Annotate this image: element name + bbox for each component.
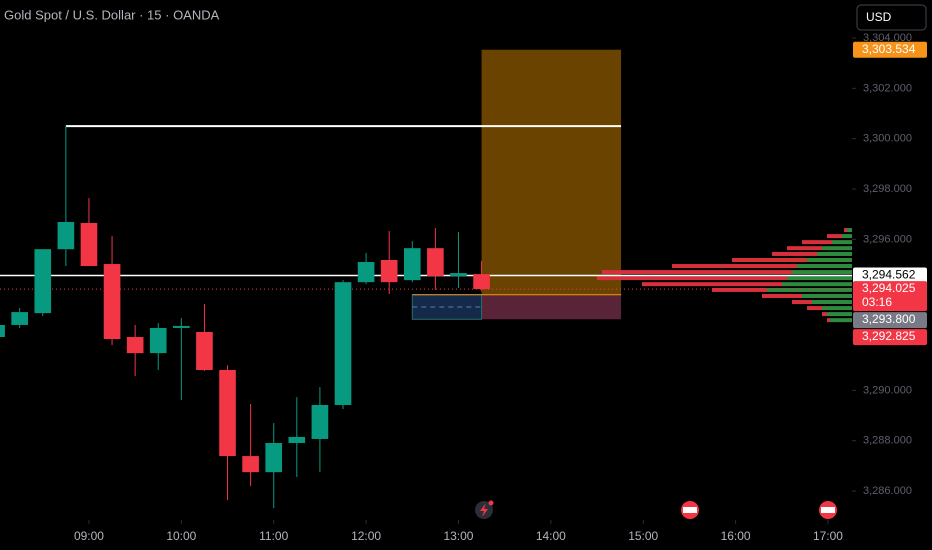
candle-body bbox=[126, 337, 144, 354]
volume-down bbox=[827, 234, 842, 239]
y-tick-label: 3,302.000 bbox=[863, 82, 912, 94]
candle-body bbox=[242, 456, 259, 473]
volume-down bbox=[732, 258, 807, 262]
price-label: 3,303.534 bbox=[862, 42, 916, 56]
currency-button[interactable] bbox=[856, 4, 927, 31]
candle-body bbox=[196, 331, 213, 370]
y-tick-label: 3,298.000 bbox=[863, 183, 912, 195]
price-label: 3,293.800 bbox=[862, 312, 916, 326]
flag-stripe bbox=[821, 507, 835, 513]
candle-body bbox=[173, 325, 190, 328]
y-tick-label: 3,288.000 bbox=[863, 435, 912, 447]
candle-body bbox=[427, 248, 444, 277]
x-tick-label: 14:00 bbox=[536, 529, 566, 543]
volume-up bbox=[822, 306, 852, 311]
event-icon-bolt bbox=[480, 503, 488, 517]
volume-up bbox=[827, 312, 852, 317]
volume-up bbox=[797, 264, 852, 269]
volume-up bbox=[842, 234, 852, 239]
price-label: 3,294.025 bbox=[862, 281, 916, 295]
chart-title: Gold Spot / U.S. Dollar · 15 · OANDA bbox=[4, 7, 220, 22]
volume-up bbox=[817, 251, 852, 256]
volume-up bbox=[822, 246, 852, 251]
currency-label[interactable]: USD bbox=[866, 10, 892, 24]
volume-down bbox=[822, 312, 827, 317]
event-icons bbox=[475, 500, 837, 519]
flag-stripe bbox=[683, 507, 697, 513]
candle-body bbox=[0, 324, 5, 338]
candle-body bbox=[450, 273, 467, 277]
y-tick-label: 3,300.000 bbox=[863, 133, 912, 145]
volume-up bbox=[767, 287, 852, 292]
x-tick-label: 11:00 bbox=[259, 529, 288, 543]
x-tick-label: 09:00 bbox=[74, 529, 104, 543]
x-tick-label: 13:00 bbox=[443, 529, 473, 543]
price-label-box bbox=[853, 281, 927, 312]
volume-down bbox=[597, 276, 787, 281]
candle-body bbox=[265, 442, 283, 473]
volume-down bbox=[642, 282, 782, 287]
volume-down bbox=[602, 270, 792, 275]
x-tick-label: 10:00 bbox=[166, 529, 196, 543]
volume-down bbox=[807, 306, 822, 311]
volume-up bbox=[832, 240, 852, 245]
candle-body bbox=[34, 249, 52, 314]
volume-down bbox=[792, 300, 812, 305]
candle-body bbox=[288, 436, 306, 443]
y-tick-label: 3,286.000 bbox=[863, 485, 912, 497]
candle-body bbox=[57, 221, 75, 250]
price-label-box bbox=[853, 41, 927, 58]
candle-body bbox=[11, 312, 28, 325]
candle-body bbox=[403, 248, 421, 281]
price-label: 3,292.825 bbox=[862, 329, 916, 343]
x-tick-label: 15:00 bbox=[628, 529, 658, 543]
y-tick-label: 3,304.000 bbox=[863, 32, 912, 44]
event-dot bbox=[488, 500, 494, 506]
volume-down bbox=[762, 293, 802, 298]
volume-up bbox=[802, 293, 852, 298]
candle-body bbox=[311, 404, 329, 439]
price-label-box bbox=[853, 267, 927, 284]
volume-up bbox=[812, 300, 852, 305]
countdown: 03:16 bbox=[862, 295, 892, 309]
volume-down bbox=[772, 251, 817, 256]
candle-body bbox=[149, 327, 167, 354]
volume-down bbox=[787, 246, 822, 251]
candle-body bbox=[473, 274, 490, 290]
volume-up bbox=[782, 282, 852, 287]
y-tick-label: 3,290.000 bbox=[863, 384, 912, 396]
candle-body bbox=[357, 262, 375, 283]
volume-down bbox=[712, 287, 767, 292]
volume-down bbox=[844, 228, 847, 233]
volume-down bbox=[672, 264, 797, 269]
target-zone bbox=[481, 49, 622, 295]
volume-up bbox=[847, 228, 852, 233]
candle-body bbox=[380, 260, 398, 283]
candle-body bbox=[80, 223, 98, 267]
candle-body bbox=[219, 369, 236, 457]
x-tick-label: 12:00 bbox=[351, 529, 381, 543]
stop-zone bbox=[481, 294, 622, 320]
y-tick-label: 3,296.000 bbox=[863, 233, 912, 245]
volume-down bbox=[827, 318, 830, 323]
volume-up bbox=[787, 276, 852, 281]
volume-up bbox=[830, 318, 852, 323]
volume-up bbox=[792, 270, 852, 275]
price-label: 3,294.562 bbox=[862, 268, 916, 282]
candle-body bbox=[334, 282, 352, 405]
price-label-box bbox=[853, 312, 927, 329]
x-tick-label: 17:00 bbox=[813, 529, 843, 543]
volume-down bbox=[802, 240, 832, 245]
volume-up bbox=[807, 258, 852, 262]
price-label-box bbox=[853, 329, 927, 346]
candle-body bbox=[103, 264, 121, 340]
x-tick-label: 16:00 bbox=[721, 529, 751, 543]
